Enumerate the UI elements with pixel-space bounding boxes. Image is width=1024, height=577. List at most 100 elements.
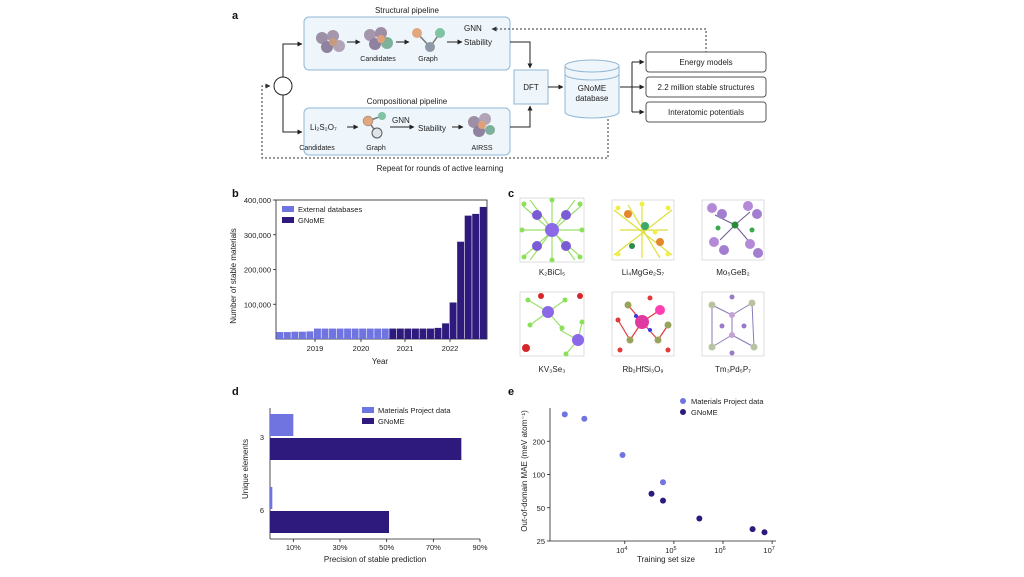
e-y-tick-label: 25 <box>537 537 545 546</box>
e-point-gnome <box>761 529 768 536</box>
structural-gnn-label: GNN <box>464 24 482 33</box>
d-bar-gnome <box>270 438 462 460</box>
b-y-tick-label: 300,000 <box>244 231 271 240</box>
e-x-tick-exponent: 6 <box>723 546 726 552</box>
b-bar <box>472 213 480 339</box>
b-bar <box>276 332 284 339</box>
active-learning-label: Repeat for rounds of active learning <box>377 164 504 173</box>
b-y-tick-label: 400,000 <box>244 196 271 205</box>
output-energy-models: Energy models <box>679 58 732 67</box>
structural-graph-icon <box>412 28 445 52</box>
b-bar <box>449 302 457 339</box>
panel-a-letter: a <box>232 10 239 22</box>
e-x-tick-label: 107 <box>763 546 774 555</box>
output-box-stable-structures <box>645 76 767 98</box>
e-x-tick-label: 105 <box>665 546 676 555</box>
b-x-tick-label: 2019 <box>307 344 324 353</box>
b-bar <box>389 328 397 339</box>
structure-li4mgge2s7-image <box>611 199 675 261</box>
d-legend-swatch <box>362 418 374 424</box>
d-legend-label: Materials Project data <box>378 406 451 415</box>
structural-stability-label: Stability <box>464 38 492 47</box>
structural-candidates-icon <box>364 27 393 50</box>
d-x-tick-label: 30% <box>332 543 347 552</box>
b-bar <box>374 328 382 339</box>
e-point-materials-project <box>581 415 588 422</box>
b-x-tick-label: 2022 <box>442 344 459 353</box>
structure-tm3pd5p7-image <box>701 291 765 357</box>
panel-c: c K₂BiCl₅ <box>508 188 765 374</box>
e-point-materials-project <box>619 452 626 459</box>
branch-down-arrow <box>282 95 303 135</box>
compositional-stability-label: Stability <box>418 124 446 133</box>
structure-rb2hfsi3o9-image <box>611 291 675 357</box>
panel-c-letter: c <box>508 188 514 200</box>
airss-label: AIRSS <box>471 145 492 152</box>
b-bar <box>291 331 299 339</box>
e-x-tick-label: 106 <box>714 546 725 555</box>
output-box-energy-models <box>645 51 767 73</box>
dft-label: DFT <box>523 83 539 92</box>
b-bar <box>313 328 321 339</box>
b-y-axis-title: Number of stable materials <box>229 228 238 324</box>
e-x-tick-base: 10 <box>616 546 624 555</box>
dft-feedback-to-gnn <box>491 26 707 53</box>
d-x-tick-label: 10% <box>286 543 301 552</box>
e-point-materials-project <box>660 479 666 486</box>
b-bar <box>366 328 374 339</box>
d-legend-label: GNoME <box>378 417 405 426</box>
b-y-tick-label: 100,000 <box>244 300 271 309</box>
structure-kv3se3-image <box>519 291 585 357</box>
composition-formula: Li₂S₂O₇ <box>310 123 337 132</box>
b-bar <box>344 328 352 339</box>
e-y-tick-label: 200 <box>532 437 545 446</box>
panel-d-letter: d <box>232 386 239 398</box>
panel-e-letter: e <box>508 386 514 398</box>
b-y-tick-label: 200,000 <box>244 266 271 275</box>
b-bar <box>411 328 419 339</box>
airss-structure-icon <box>468 113 495 137</box>
dft-box <box>513 69 549 105</box>
output-stable-structures: 2.2 million stable structures <box>658 83 755 92</box>
e-x-axis-title: Training set size <box>637 555 696 564</box>
b-bar <box>306 331 314 339</box>
structure-label-tm3pd5p7: Tm₃Pd₅P₇ <box>715 365 751 374</box>
compositional-pipeline-title: Compositional pipeline <box>367 97 448 106</box>
b-legend-label: GNoME <box>298 216 325 225</box>
b-chart: 100,000 200,000 300,000 400,000 2019 2020 2021… <box>244 196 488 353</box>
b-bar <box>404 328 412 339</box>
d-x-tick-label: 90% <box>472 543 487 552</box>
b-bar <box>351 328 359 339</box>
b-bar <box>442 323 450 339</box>
b-bar <box>457 241 465 339</box>
b-bar <box>359 328 367 339</box>
b-bar <box>336 328 344 339</box>
b-bar <box>434 327 442 339</box>
d-chart: 10% 30% 50% 70% 90% 3 6 Materials Project data G… <box>260 406 488 552</box>
database-label-line1: GNoME <box>578 84 606 93</box>
e-point-gnome <box>660 497 666 504</box>
structure-mo5geb2-image <box>701 199 765 261</box>
b-bar <box>427 328 434 339</box>
d-bar-materials-project <box>270 414 294 436</box>
arrow-airss-to-dft <box>510 105 533 128</box>
prototype-crystal-icon <box>316 30 345 53</box>
b-bar <box>381 328 389 339</box>
d-legend-swatch <box>362 407 374 413</box>
e-x-tick-exponent: 7 <box>772 546 775 552</box>
gnome-database-icon <box>564 59 620 119</box>
d-bar-gnome <box>270 511 389 533</box>
b-x-axis-title: Year <box>372 357 389 366</box>
structure-label-k2bicl5: K₂BiCl₅ <box>539 268 565 277</box>
d-bar-materials-project <box>270 487 273 509</box>
e-y-axis-title: Out-of-domain MAE (meV atom⁻¹) <box>520 410 529 532</box>
structural-graph-label: Graph <box>418 56 438 63</box>
e-legend-marker <box>680 409 686 415</box>
compositional-gnn-label: GNN <box>392 116 410 125</box>
panel-b-letter: b <box>232 188 239 200</box>
e-y-tick-label: 50 <box>537 504 545 513</box>
database-label-line2: database <box>576 94 609 103</box>
e-point-gnome <box>696 515 703 522</box>
